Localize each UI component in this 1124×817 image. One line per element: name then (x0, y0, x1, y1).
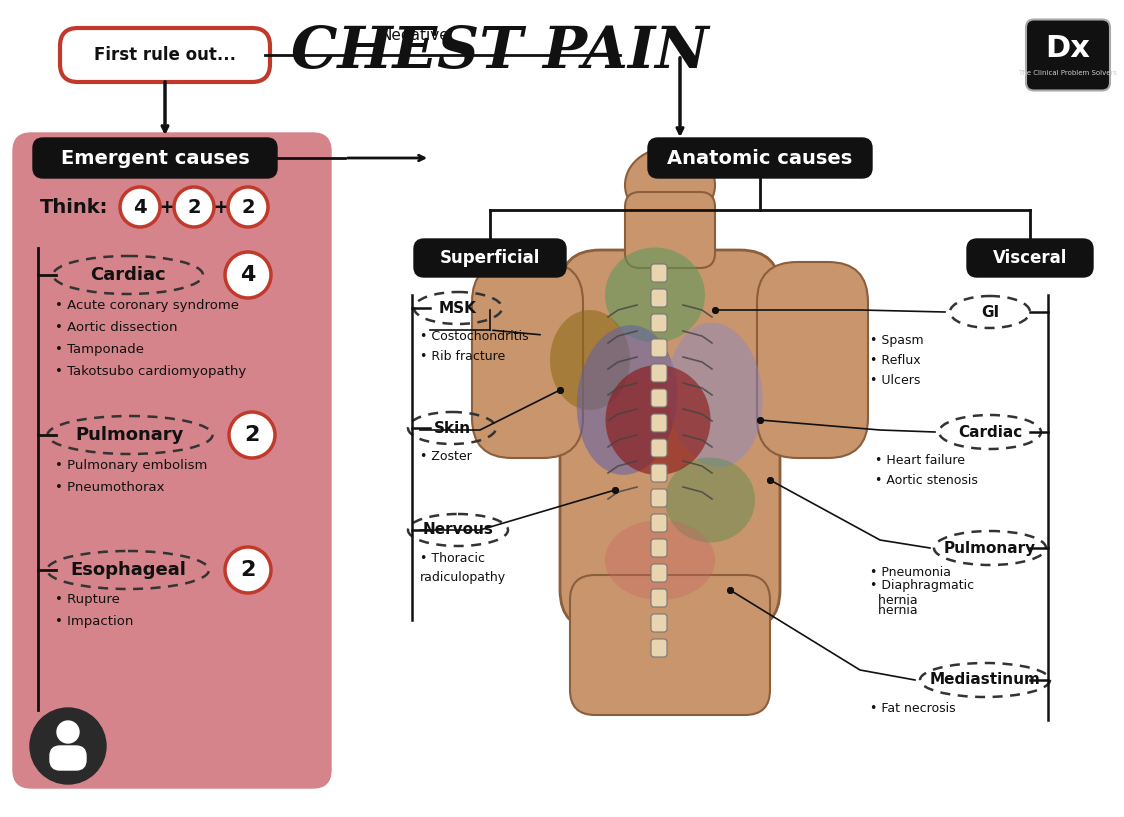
Text: 4: 4 (133, 198, 147, 217)
Text: • Pneumothorax: • Pneumothorax (55, 480, 164, 493)
Ellipse shape (605, 520, 715, 600)
Text: • Takotsubo cardiomyopathy: • Takotsubo cardiomyopathy (55, 364, 246, 377)
Circle shape (120, 187, 160, 227)
Circle shape (225, 252, 271, 298)
Text: GI: GI (981, 305, 999, 319)
FancyBboxPatch shape (625, 192, 715, 268)
Text: • Aortic stenosis: • Aortic stenosis (874, 474, 978, 486)
Text: • Tamponade: • Tamponade (55, 342, 144, 355)
Text: • Zoster: • Zoster (420, 449, 472, 462)
Text: Cardiac: Cardiac (90, 266, 166, 284)
FancyBboxPatch shape (651, 564, 667, 582)
Text: • Acute coronary syndrome: • Acute coronary syndrome (55, 298, 239, 311)
FancyBboxPatch shape (649, 138, 872, 178)
FancyBboxPatch shape (651, 264, 667, 282)
Circle shape (57, 721, 79, 743)
Text: First rule out...: First rule out... (94, 46, 236, 64)
Ellipse shape (606, 365, 710, 475)
Ellipse shape (625, 148, 715, 222)
Text: • Rupture: • Rupture (55, 593, 120, 606)
Text: • Reflux: • Reflux (870, 354, 921, 367)
FancyBboxPatch shape (651, 464, 667, 482)
Text: +: + (158, 198, 175, 217)
Ellipse shape (668, 323, 763, 467)
Text: radiculopathy: radiculopathy (420, 572, 506, 584)
Ellipse shape (577, 325, 678, 475)
Text: MSK: MSK (439, 301, 477, 315)
FancyBboxPatch shape (651, 314, 667, 332)
Text: • Pulmonary embolism: • Pulmonary embolism (55, 458, 207, 471)
Text: 4: 4 (241, 265, 255, 285)
FancyBboxPatch shape (472, 262, 583, 458)
Text: Dx: Dx (1045, 33, 1090, 62)
FancyBboxPatch shape (651, 414, 667, 432)
Text: Skin: Skin (434, 421, 471, 435)
Text: 2: 2 (188, 198, 201, 217)
FancyBboxPatch shape (1026, 20, 1111, 91)
FancyBboxPatch shape (13, 133, 330, 788)
FancyBboxPatch shape (651, 289, 667, 307)
FancyBboxPatch shape (651, 489, 667, 507)
FancyBboxPatch shape (651, 589, 667, 607)
Text: The Clinical Problem Solvers: The Clinical Problem Solvers (1018, 70, 1117, 76)
Text: 2: 2 (242, 198, 255, 217)
FancyBboxPatch shape (651, 439, 667, 457)
FancyBboxPatch shape (651, 514, 667, 532)
Text: • Impaction: • Impaction (55, 615, 134, 628)
Text: Negative: Negative (381, 28, 450, 43)
Text: 2: 2 (241, 560, 255, 580)
Text: Pulmonary: Pulmonary (75, 426, 184, 444)
Text: • Heart failure: • Heart failure (874, 453, 966, 467)
FancyBboxPatch shape (414, 239, 566, 277)
Text: CHEST PAIN: CHEST PAIN (291, 24, 709, 80)
Text: Visceral: Visceral (992, 249, 1067, 267)
Text: • Fat necrosis: • Fat necrosis (870, 702, 955, 715)
Circle shape (229, 412, 275, 458)
Text: Anatomic causes: Anatomic causes (668, 149, 853, 167)
Text: • Costochondritis: • Costochondritis (420, 329, 528, 342)
FancyBboxPatch shape (570, 575, 770, 715)
FancyBboxPatch shape (651, 614, 667, 632)
Text: • Spasm: • Spasm (870, 333, 924, 346)
Text: • Ulcers: • Ulcers (870, 373, 921, 386)
Text: Mediastinum: Mediastinum (930, 672, 1041, 687)
Text: Pulmonary: Pulmonary (944, 541, 1036, 556)
Text: Esophageal: Esophageal (70, 561, 185, 579)
FancyBboxPatch shape (651, 639, 667, 657)
Text: +: + (212, 198, 229, 217)
FancyBboxPatch shape (49, 746, 87, 770)
FancyBboxPatch shape (33, 138, 277, 178)
Circle shape (30, 708, 106, 784)
Text: • Pneumonia: • Pneumonia (870, 566, 951, 579)
Text: Emergent causes: Emergent causes (61, 149, 250, 167)
FancyBboxPatch shape (967, 239, 1093, 277)
Text: • Aortic dissection: • Aortic dissection (55, 320, 178, 333)
Ellipse shape (550, 310, 629, 410)
FancyBboxPatch shape (651, 389, 667, 407)
Text: Superficial: Superficial (439, 249, 541, 267)
Circle shape (174, 187, 214, 227)
FancyBboxPatch shape (651, 364, 667, 382)
Ellipse shape (665, 458, 755, 542)
Ellipse shape (605, 248, 705, 342)
FancyBboxPatch shape (756, 262, 868, 458)
Text: 2: 2 (244, 425, 260, 445)
FancyBboxPatch shape (560, 250, 780, 630)
FancyBboxPatch shape (651, 339, 667, 357)
Text: Think:: Think: (40, 198, 108, 217)
Text: • Diaphragmatic
  hernia: • Diaphragmatic hernia (870, 579, 975, 607)
Circle shape (225, 547, 271, 593)
Text: • Rib fracture: • Rib fracture (420, 350, 506, 363)
FancyBboxPatch shape (60, 28, 270, 82)
Circle shape (228, 187, 268, 227)
Text: Nervous: Nervous (423, 523, 493, 538)
Text: • Thoracic: • Thoracic (420, 551, 484, 565)
FancyBboxPatch shape (651, 539, 667, 557)
Text: hernia: hernia (870, 605, 917, 618)
Text: Cardiac: Cardiac (958, 425, 1022, 440)
